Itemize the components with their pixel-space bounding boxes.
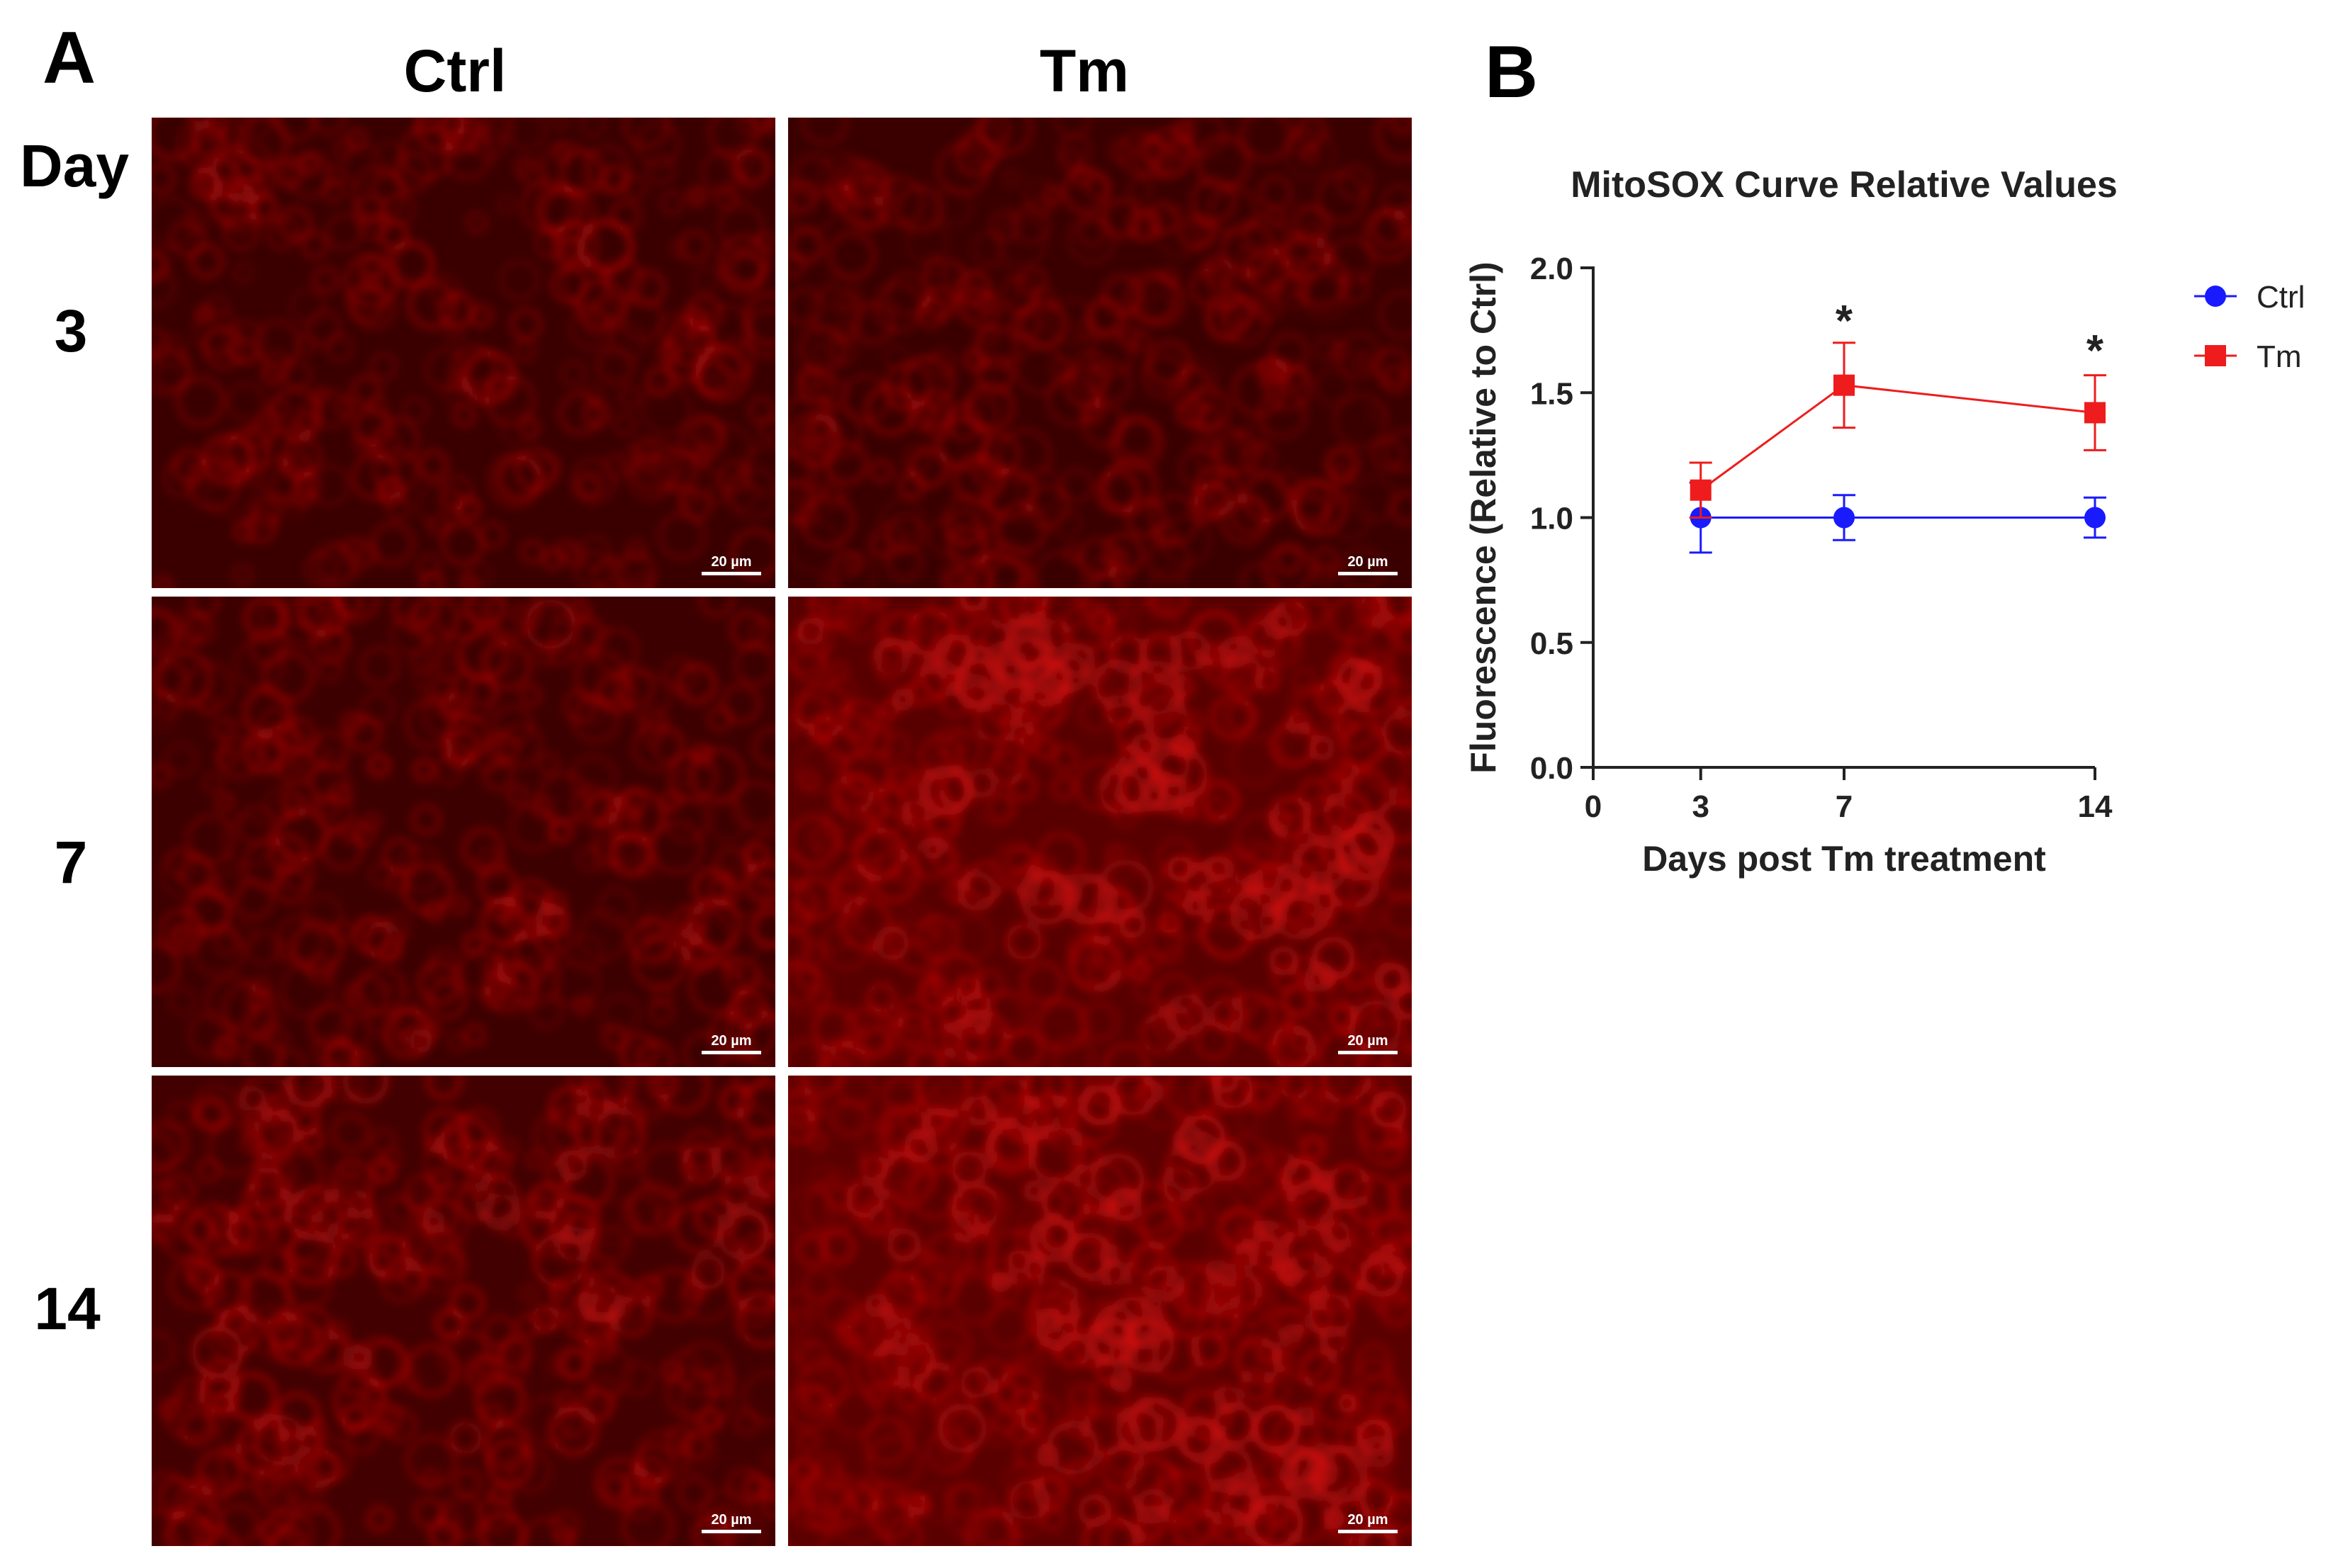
legend-marker-ctrl	[2205, 286, 2226, 307]
scale-bar-line	[702, 1530, 761, 1533]
legend-label-ctrl: Ctrl	[2257, 280, 2305, 315]
legend-marker-tm	[2205, 345, 2226, 366]
y-tick-label: 2.0	[1530, 252, 1573, 286]
scale-bar-line	[702, 572, 761, 575]
scale-bar: 20 µm	[1338, 554, 1398, 575]
micrograph-tm-day-7: 20 µm	[788, 597, 1412, 1067]
column-header-tm: Tm	[1040, 38, 1129, 104]
row-label-day-7: 7	[54, 829, 88, 896]
significance-asterisk: *	[2086, 327, 2104, 376]
x-axis-label: Days post Tm treatment	[1642, 839, 2046, 879]
micrograph-ctrl-day-3: 20 µm	[152, 118, 775, 588]
scale-bar: 20 µm	[702, 554, 761, 575]
micrograph-ctrl-day-7: 20 µm	[152, 597, 775, 1067]
micrograph-ctrl-day-14: 20 µm	[152, 1076, 775, 1546]
significance-asterisk: *	[1836, 297, 1853, 346]
y-tick-label: 1.0	[1530, 502, 1573, 536]
micrograph-tm-day-14: 20 µm	[788, 1076, 1412, 1546]
row-label-day-3: 3	[54, 298, 88, 364]
data-point-ctrl	[2084, 507, 2106, 529]
day-label: Day	[19, 132, 130, 199]
scale-bar-line	[1338, 572, 1398, 575]
column-header-ctrl: Ctrl	[403, 38, 507, 104]
scale-bar: 20 µm	[702, 1512, 761, 1533]
data-point-tm	[1690, 479, 1712, 501]
y-tick-label: 1.5	[1530, 376, 1573, 411]
scale-bar-label: 20 µm	[711, 1033, 752, 1049]
x-tick-label: 7	[1836, 789, 1853, 824]
data-point-tm	[1833, 374, 1855, 396]
row-label-day-14: 14	[34, 1275, 101, 1342]
x-tick-label: 0	[1585, 789, 1602, 824]
legend-label-tm: Tm	[2257, 339, 2302, 374]
x-tick-label: 3	[1692, 789, 1709, 824]
scale-bar-label: 20 µm	[1347, 1512, 1388, 1528]
scale-bar: 20 µm	[702, 1033, 761, 1054]
y-tick-label: 0.0	[1530, 751, 1573, 786]
scale-bar-label: 20 µm	[711, 1512, 752, 1528]
data-point-tm	[2084, 402, 2106, 424]
scale-bar: 20 µm	[1338, 1512, 1398, 1533]
scale-bar-label: 20 µm	[1347, 554, 1388, 570]
series-line-tm	[1699, 384, 2096, 491]
scale-bar-line	[1338, 1051, 1398, 1054]
chart-title: MitoSOX Curve Relative Values	[1571, 164, 2118, 205]
scale-bar-label: 20 µm	[711, 554, 752, 570]
y-axis-label: Fluorescence (Relative to Ctrl)	[1463, 261, 1503, 773]
scale-bar-line	[1338, 1530, 1398, 1533]
scale-bar-line	[702, 1051, 761, 1054]
y-tick-label: 0.5	[1530, 626, 1573, 661]
panel-a-letter: A	[43, 17, 96, 99]
panel-b-letter: B	[1485, 31, 1539, 113]
micrograph-tm-day-3: 20 µm	[788, 118, 1412, 588]
scale-bar: 20 µm	[1338, 1033, 1398, 1054]
mitosox-line-chart: MitoSOX Curve Relative Values 0.0 0.5 1.0 1.…	[1463, 164, 2305, 879]
scale-bar-label: 20 µm	[1347, 1033, 1388, 1049]
x-tick-label: 14	[2078, 789, 2113, 824]
data-point-ctrl	[1833, 507, 1855, 529]
